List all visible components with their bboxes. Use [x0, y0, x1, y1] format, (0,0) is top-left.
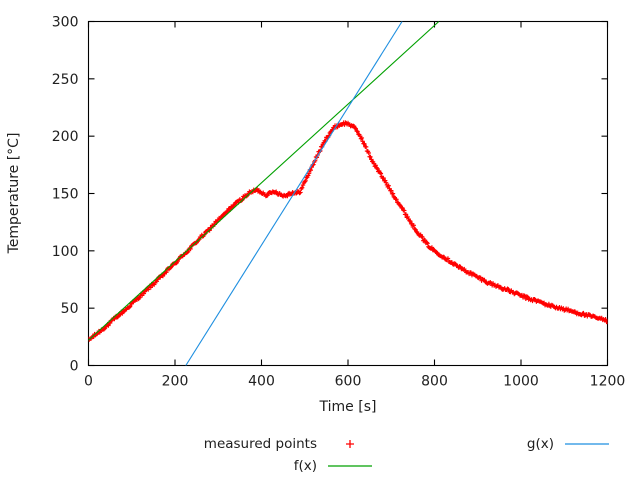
data-point: [141, 291, 147, 296]
x-tick-label: 0: [84, 374, 93, 390]
data-point: [265, 193, 270, 198]
data-point: [300, 182, 306, 188]
x-tick-label: 600: [335, 374, 362, 390]
y-tick-label: 0: [70, 359, 79, 375]
data-point: [306, 173, 311, 178]
y-tick-label: 150: [52, 187, 79, 203]
data-point: [106, 323, 111, 328]
y-axis-ticks: 0 50 100 150 200 250 300: [52, 15, 608, 375]
data-point: [303, 178, 308, 184]
legend-label-1: measured points: [204, 436, 317, 452]
data-point: [353, 126, 358, 131]
data-point: [382, 178, 388, 183]
data-point: [359, 135, 365, 141]
data-point: [231, 202, 237, 208]
y-tick-label: 100: [52, 244, 79, 260]
data-point: [363, 144, 369, 150]
data-point: [405, 214, 410, 220]
x-tick-label: 800: [421, 374, 448, 390]
series-line-g(x): [185, 21, 403, 366]
data-point: [429, 245, 435, 250]
data-point: [383, 180, 389, 185]
data-point: [402, 208, 407, 213]
legend-label-2: f(x): [294, 458, 317, 474]
data-point: [424, 240, 429, 245]
data-point: [308, 168, 314, 173]
data-point: [148, 285, 153, 290]
data-point: [420, 234, 425, 240]
y-tick-label: 250: [52, 72, 79, 88]
data-point: [164, 270, 169, 275]
data-point: [381, 175, 386, 181]
data-point: [581, 310, 586, 316]
x-tick-label: 1200: [590, 374, 626, 390]
data-point: [225, 209, 230, 214]
data-point: [355, 129, 360, 134]
data-point: [297, 190, 302, 196]
data-point: [126, 305, 132, 310]
series-line-f(x): [88, 21, 440, 341]
legend-label-3: g(x): [527, 436, 554, 452]
data-point: [145, 287, 151, 292]
data-point: [362, 141, 367, 147]
data-point: [400, 205, 405, 211]
data-point: [408, 218, 413, 224]
data-point: [352, 125, 358, 131]
data-point: [412, 226, 417, 232]
data-point: [302, 179, 307, 184]
data-point: [360, 139, 365, 144]
data-point: [366, 150, 371, 156]
plot-frame: [87, 20, 609, 367]
y-tick-label: 50: [61, 301, 79, 317]
data-point: [445, 256, 451, 261]
data-point: [285, 193, 290, 199]
data-point: [389, 188, 394, 193]
x-tick-label: 400: [248, 374, 275, 390]
data-point: [368, 154, 373, 160]
data-point: [394, 197, 399, 202]
y-tick-label: 200: [52, 129, 79, 145]
data-point: [304, 175, 309, 180]
data-point: [425, 241, 430, 246]
data-point: [603, 317, 608, 322]
data-point: [506, 287, 511, 292]
data-point: [375, 166, 380, 171]
data-point: [411, 223, 416, 228]
data-point: [419, 234, 424, 239]
data-point: [605, 319, 608, 325]
x-tick-label: 200: [162, 374, 189, 390]
data-series: [88, 21, 608, 366]
data-point: [107, 320, 113, 326]
legend: measured points f(x) g(x): [204, 436, 609, 474]
data-point: [299, 185, 305, 190]
x-axis-ticks: 0 200 400 600 800 1000 1200: [84, 21, 626, 390]
data-point: [403, 212, 409, 217]
y-tick-label: 300: [52, 15, 79, 31]
data-point: [112, 316, 117, 322]
data-point: [115, 314, 121, 320]
data-point: [386, 183, 391, 188]
legend-marker-plus: [346, 440, 354, 448]
data-point: [298, 190, 303, 195]
data-point: [306, 171, 312, 176]
data-point: [160, 273, 166, 279]
data-point: [127, 304, 133, 309]
y-axis-title: Temperature [°C]: [6, 133, 22, 255]
data-point: [358, 136, 364, 141]
data-point: [390, 191, 396, 196]
x-tick-label: 1000: [503, 374, 539, 390]
data-point: [378, 171, 384, 176]
data-point: [373, 163, 378, 168]
x-axis-title: Time [s]: [319, 399, 377, 415]
data-point: [422, 238, 428, 243]
